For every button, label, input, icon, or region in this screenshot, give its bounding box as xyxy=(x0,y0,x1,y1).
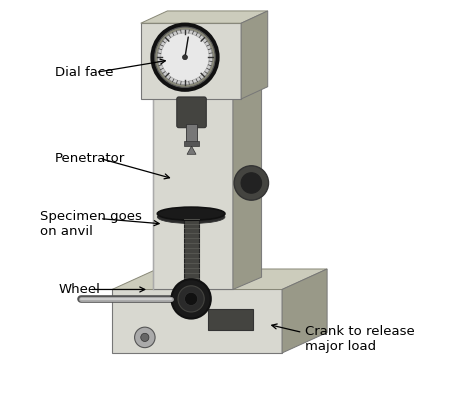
FancyBboxPatch shape xyxy=(141,23,241,99)
FancyBboxPatch shape xyxy=(177,97,206,128)
FancyBboxPatch shape xyxy=(153,70,233,289)
Polygon shape xyxy=(141,11,268,23)
Polygon shape xyxy=(233,58,262,289)
FancyBboxPatch shape xyxy=(209,309,254,330)
Circle shape xyxy=(184,292,198,305)
Ellipse shape xyxy=(157,207,225,220)
Text: Crank to release
major load: Crank to release major load xyxy=(305,325,414,353)
Circle shape xyxy=(182,55,187,60)
Circle shape xyxy=(178,286,204,312)
Polygon shape xyxy=(282,269,327,353)
Text: Penetrator: Penetrator xyxy=(55,152,125,165)
Polygon shape xyxy=(241,11,268,99)
Circle shape xyxy=(234,166,269,200)
Text: Dial face: Dial face xyxy=(55,66,113,79)
Text: Wheel: Wheel xyxy=(59,283,100,296)
Circle shape xyxy=(135,327,155,348)
Circle shape xyxy=(155,27,215,88)
Text: Specimen goes
on anvil: Specimen goes on anvil xyxy=(40,210,142,238)
FancyBboxPatch shape xyxy=(186,125,197,142)
Circle shape xyxy=(141,333,149,342)
Circle shape xyxy=(172,279,211,319)
Ellipse shape xyxy=(157,210,225,224)
FancyBboxPatch shape xyxy=(112,289,282,353)
FancyBboxPatch shape xyxy=(184,141,199,146)
Circle shape xyxy=(241,173,262,193)
FancyBboxPatch shape xyxy=(184,215,199,285)
Circle shape xyxy=(161,33,209,81)
Circle shape xyxy=(157,30,212,85)
Circle shape xyxy=(151,24,219,91)
Polygon shape xyxy=(112,269,327,289)
Polygon shape xyxy=(187,146,196,154)
FancyBboxPatch shape xyxy=(181,282,202,288)
